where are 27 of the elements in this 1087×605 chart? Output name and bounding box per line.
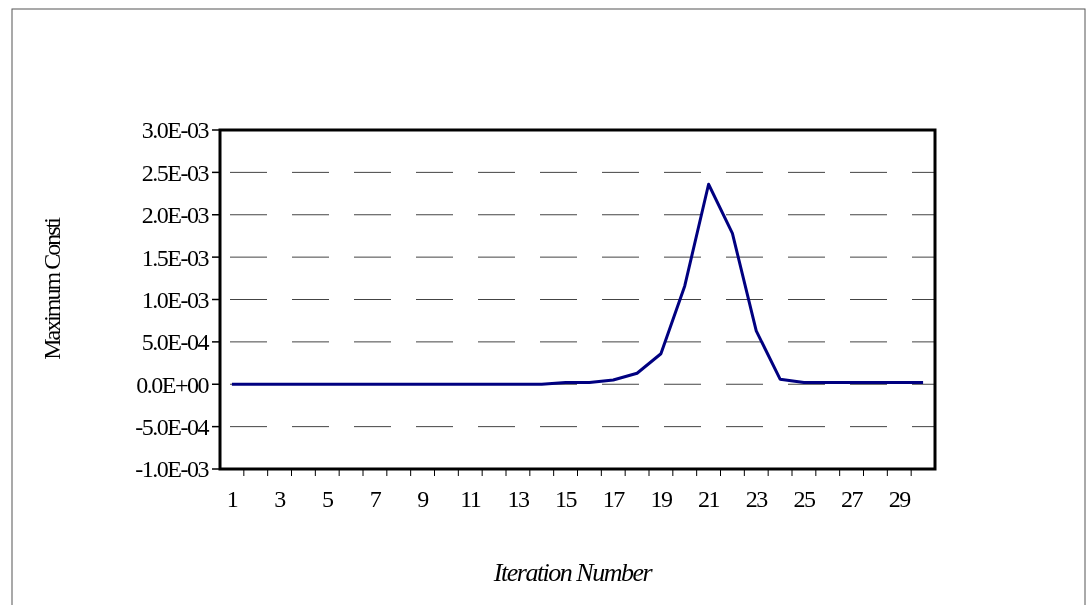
x-tick-label: 13 [507,486,530,513]
y-tick-label: 5.0E-04 [141,329,210,356]
x-tick-label: 7 [369,486,382,513]
x-tick-label: 21 [698,486,720,513]
x-tick-label: 11 [460,486,481,513]
x-axis-title: Iteration Number [492,558,654,588]
y-tick-label: 1.5E-03 [141,244,210,271]
y-tick-label: -5.0E-04 [135,414,210,441]
y-tick-label: 3.0E-03 [141,117,210,144]
y-tick-label: 2.0E-03 [141,202,210,229]
x-tick-label: 5 [322,486,334,513]
x-tick-label: 29 [888,486,912,513]
x-tick-label: 1 [226,486,238,513]
x-tick-label: 9 [417,486,430,513]
y-tick-label: 0.0E+00 [136,371,210,398]
x-tick-label: 25 [793,486,816,513]
x-tick-label: 3 [274,486,287,513]
x-tick-label: 19 [650,486,673,513]
y-tick-label: 1.0E-03 [141,286,210,313]
line-series [230,182,925,386]
y-axis-title: Maximum Consti [39,216,66,360]
x-tick-label: 17 [602,486,626,513]
x-tick-label: 15 [555,486,578,513]
y-tick-label: 2.5E-03 [141,159,210,186]
y-tick-label: -1.0E-03 [135,456,210,483]
x-tick-label: 23 [745,486,769,513]
x-tick-label: 27 [841,486,864,513]
